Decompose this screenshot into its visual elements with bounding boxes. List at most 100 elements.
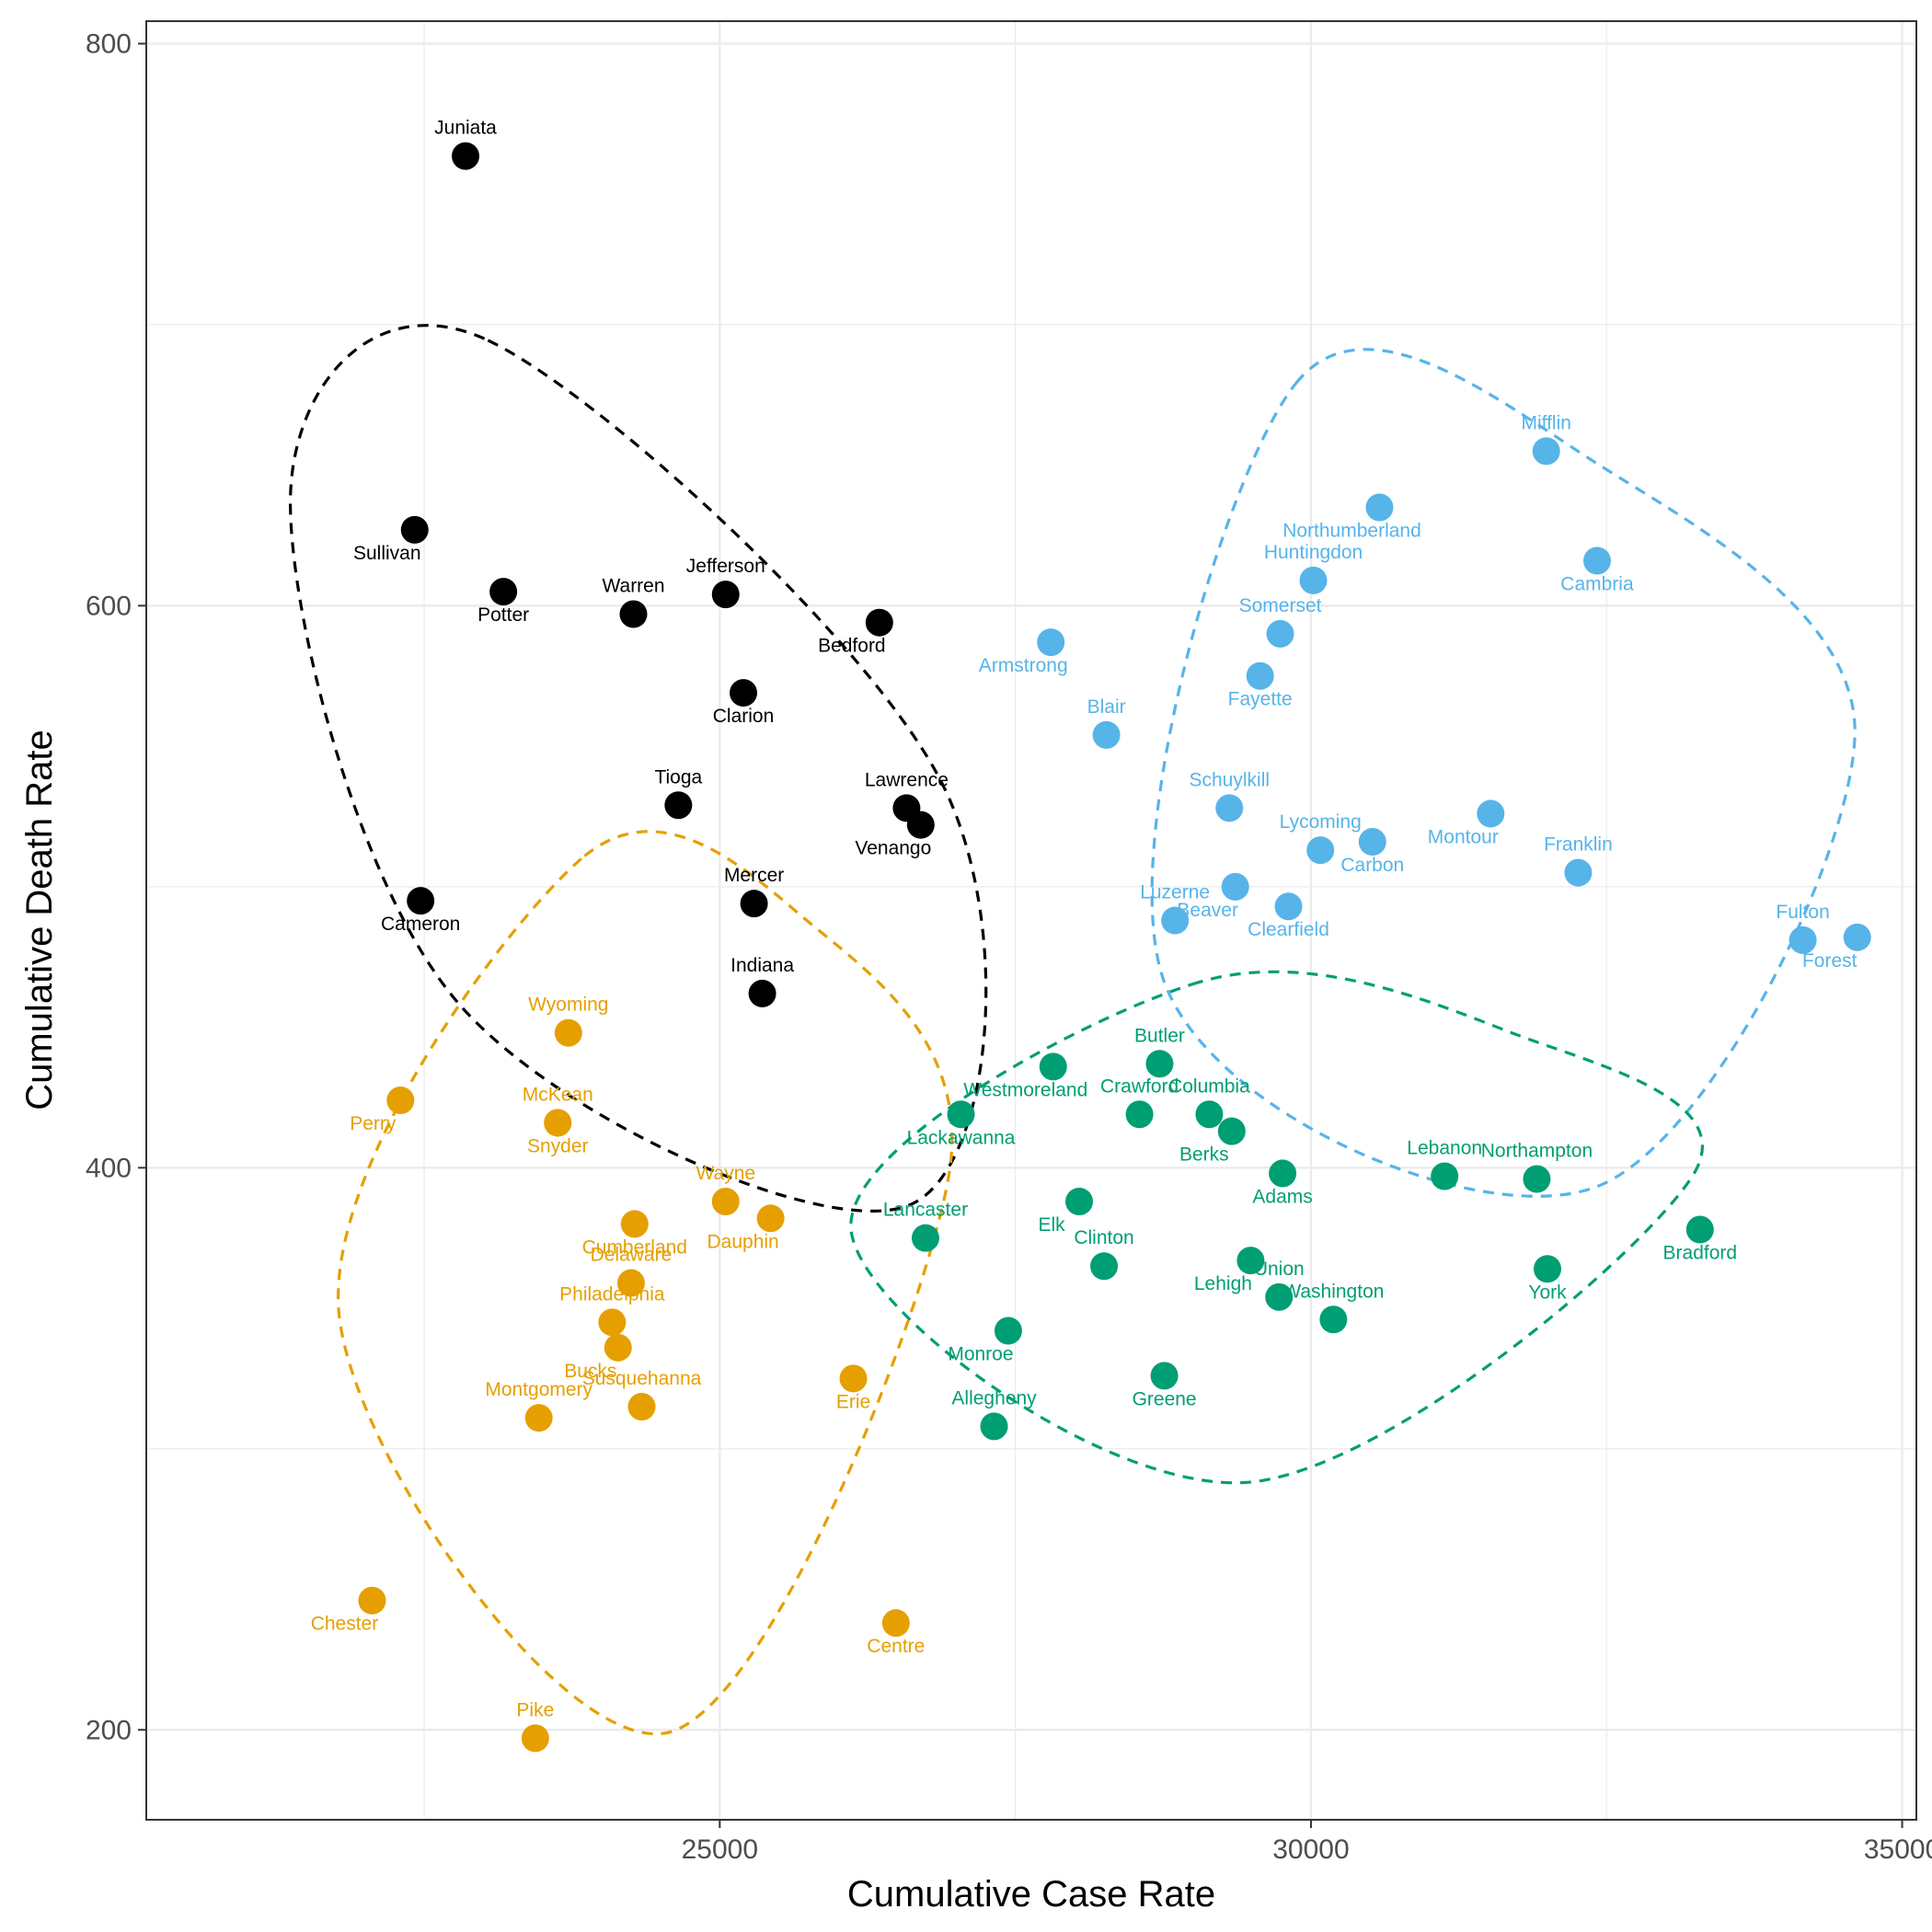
data-point xyxy=(1092,720,1121,749)
data-point xyxy=(598,1308,627,1337)
point-label: Snyder xyxy=(527,1135,589,1156)
data-point xyxy=(748,979,776,1007)
point-label: Monroe xyxy=(948,1343,1013,1364)
point-label: Fulton xyxy=(1776,902,1829,923)
data-point xyxy=(524,1404,553,1432)
point-label: Westmoreland xyxy=(963,1079,1087,1100)
point-label: Berks xyxy=(1179,1144,1229,1166)
y-tick-label: 600 xyxy=(86,591,132,621)
x-tick-label: 30000 xyxy=(1272,1834,1349,1865)
data-point xyxy=(1564,858,1593,887)
point-label: Fayette xyxy=(1228,689,1293,710)
point-label: Columbia xyxy=(1168,1075,1250,1097)
point-label: Luzerne xyxy=(1140,882,1210,903)
point-label: Philadelphia xyxy=(559,1283,665,1305)
confidence-ellipse xyxy=(337,830,954,1736)
point-label: Lehigh xyxy=(1194,1273,1252,1294)
data-point xyxy=(619,600,648,628)
point-label: Bucks xyxy=(564,1361,616,1382)
data-point xyxy=(740,890,768,918)
point-label: Carbon xyxy=(1340,855,1404,876)
data-point xyxy=(1161,906,1190,935)
point-label: Erie xyxy=(836,1391,870,1412)
data-point xyxy=(1319,1305,1348,1334)
data-point xyxy=(1365,493,1394,522)
data-point xyxy=(1217,1117,1246,1145)
confidence-ellipse xyxy=(1150,348,1857,1198)
point-label: Warren xyxy=(602,576,664,597)
data-point xyxy=(994,1317,1022,1345)
point-label: Clinton xyxy=(1074,1227,1133,1248)
panel-background xyxy=(146,21,1916,1820)
data-point xyxy=(616,1269,645,1297)
data-point xyxy=(865,608,893,637)
point-label: Chester xyxy=(311,1614,379,1635)
point-label: Mifflin xyxy=(1521,412,1570,433)
data-point xyxy=(1246,661,1274,690)
point-label: Lycoming xyxy=(1280,811,1362,833)
point-label: York xyxy=(1528,1282,1567,1303)
data-point xyxy=(911,1224,939,1252)
point-label: Dauphin xyxy=(707,1231,778,1252)
data-point xyxy=(906,811,935,839)
data-point xyxy=(711,581,740,609)
data-point xyxy=(554,1018,582,1047)
confidence-ellipses xyxy=(289,324,1857,1736)
point-label: Allegheny xyxy=(951,1387,1037,1409)
data-point xyxy=(1534,1255,1562,1283)
data-point xyxy=(407,887,435,915)
data-point xyxy=(1236,1247,1265,1275)
point-label: Northampton xyxy=(1481,1141,1593,1162)
data-point xyxy=(1274,892,1303,921)
data-point xyxy=(358,1586,386,1615)
point-label: Susquehanna xyxy=(582,1368,702,1389)
data-point xyxy=(1788,926,1817,954)
x-tick-label: 35000 xyxy=(1864,1834,1932,1865)
x-axis-title: Cumulative Case Rate xyxy=(847,1874,1215,1915)
data-point xyxy=(627,1392,656,1420)
point-label: Huntingdon xyxy=(1264,542,1363,563)
point-label: Forest xyxy=(1802,950,1857,972)
point-label: Sullivan xyxy=(353,543,421,564)
y-tick-label: 800 xyxy=(86,29,132,59)
point-label: Montour xyxy=(1428,826,1499,847)
point-label: Bradford xyxy=(1663,1243,1738,1264)
data-point xyxy=(839,1364,868,1393)
data-point xyxy=(521,1724,549,1753)
data-point xyxy=(881,1609,910,1638)
point-label: Armstrong xyxy=(979,655,1068,676)
point-label: Washington xyxy=(1282,1281,1384,1302)
data-point xyxy=(1065,1187,1094,1215)
data-point xyxy=(1215,794,1244,822)
axis-ticks: 25000 30000 35000 200 400 600 800 xyxy=(86,29,1932,1865)
data-point xyxy=(620,1210,649,1238)
point-label: Lancaster xyxy=(883,1200,968,1221)
point-label: Somerset xyxy=(1239,595,1322,616)
data-point xyxy=(400,515,429,544)
point-label: Schuylkill xyxy=(1190,769,1271,790)
data-point xyxy=(544,1109,572,1137)
confidence-ellipse xyxy=(849,970,1704,1485)
point-label: McKean xyxy=(523,1084,593,1105)
data-point xyxy=(756,1204,785,1233)
point-label: Blair xyxy=(1087,696,1126,718)
point-label: Pike xyxy=(516,1699,554,1720)
point-label: Union xyxy=(1254,1259,1305,1280)
point-label: Northumberland xyxy=(1282,520,1421,541)
data-point xyxy=(711,1187,740,1215)
data-point xyxy=(664,791,693,820)
data-point xyxy=(1266,619,1294,648)
point-label: Cumberland xyxy=(582,1236,687,1258)
data-point xyxy=(1265,1282,1294,1311)
point-label: Franklin xyxy=(1544,834,1613,856)
point-label: Clarion xyxy=(713,706,775,727)
point-label: Perry xyxy=(350,1113,397,1134)
point-label: Centre xyxy=(867,1636,925,1657)
point-label: Lackawanna xyxy=(907,1127,1016,1148)
data-point xyxy=(730,679,758,707)
data-point xyxy=(1221,872,1249,901)
data-point xyxy=(452,142,480,170)
data-point xyxy=(1145,1050,1174,1078)
data-point xyxy=(1090,1252,1119,1281)
